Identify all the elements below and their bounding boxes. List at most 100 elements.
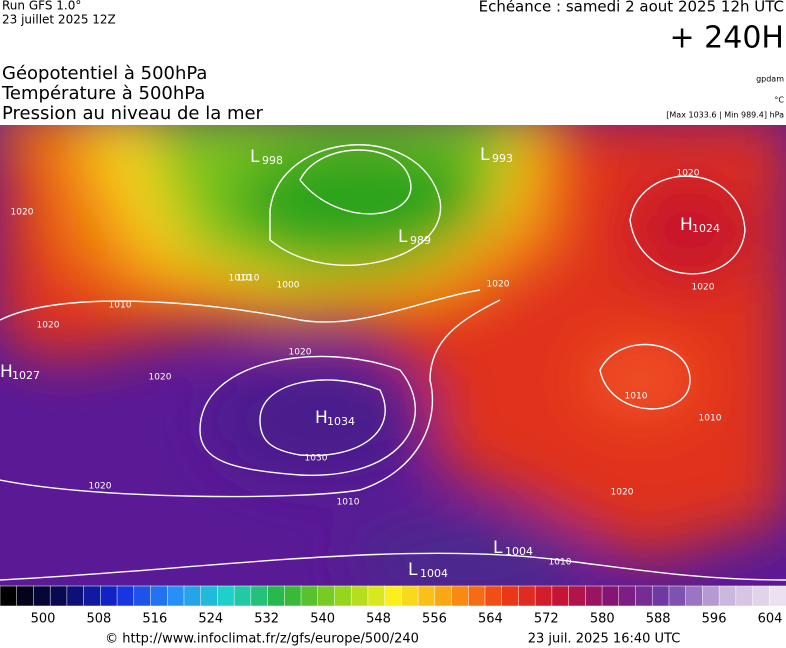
color-swatch — [434, 585, 453, 607]
color-swatch — [551, 585, 570, 607]
map-field — [0, 125, 786, 586]
generated: 23 juil. 2025 16:40 UTC — [528, 632, 681, 647]
color-swatch — [284, 585, 302, 607]
color-swatch — [417, 585, 436, 607]
isobar-label: 1010 — [109, 301, 132, 311]
color-swatch — [752, 585, 771, 607]
color-swatch — [635, 585, 653, 607]
legend-tick-label: 580 — [590, 612, 615, 627]
color-swatch — [468, 585, 486, 607]
center-value: 1027 — [12, 369, 40, 382]
color-swatch — [49, 585, 68, 607]
color-swatch — [484, 585, 503, 607]
isobar-label: 1020 — [692, 283, 715, 293]
center-letter: L — [250, 147, 260, 167]
color-swatch — [0, 585, 18, 607]
valid-time: Echéance : samedi 2 aout 2025 12h UTC — [479, 0, 784, 16]
legend-tick-label: 596 — [702, 612, 727, 627]
isobar-label: 1010 — [337, 498, 360, 508]
center-letter: L — [480, 145, 490, 165]
isobar-label: 1020 — [611, 488, 634, 498]
color-swatch — [116, 585, 135, 607]
color-swatch — [150, 585, 168, 607]
isobar-label: 1020 — [677, 169, 700, 179]
legend-tick-label: 564 — [478, 612, 503, 627]
color-swatch — [267, 585, 286, 607]
color-swatch — [317, 585, 336, 607]
legend-tick-label: 548 — [366, 612, 391, 627]
color-swatch — [66, 585, 85, 607]
center-letter: H — [315, 408, 328, 428]
color-swatch — [618, 585, 637, 607]
legend-tick-label: 516 — [142, 612, 167, 627]
color-swatch — [585, 585, 603, 607]
legend-tick-label: 524 — [198, 612, 223, 627]
color-swatch — [100, 585, 118, 607]
legend-tick-label: 572 — [534, 612, 559, 627]
color-swatch — [300, 585, 319, 607]
legend-tick-label: 556 — [422, 612, 447, 627]
center-letter: L — [408, 560, 418, 580]
color-swatch — [83, 585, 102, 607]
lead-time: + 240H — [670, 21, 785, 56]
color-swatch — [217, 585, 235, 607]
center-letter: H — [0, 362, 13, 382]
run: Run GFS 1.0° — [2, 0, 81, 13]
legend-tick-label: 540 — [310, 612, 335, 627]
isobars — [0, 144, 786, 581]
color-swatch — [384, 585, 403, 607]
center-letter: H — [680, 215, 693, 235]
isobar-label: 1020 — [149, 373, 172, 383]
center-value: 1004 — [420, 567, 448, 580]
color-swatch — [702, 585, 720, 607]
legend-tick-label: 604 — [758, 612, 783, 627]
color-swatch — [334, 585, 352, 607]
center-letter: L — [398, 227, 408, 247]
field-line: Température à 500hPa — [1, 83, 205, 104]
unit: °C — [774, 96, 784, 105]
color-swatch — [501, 585, 520, 607]
center-value: 1034 — [327, 415, 355, 428]
isobar-label: 1010 — [237, 274, 260, 284]
color-swatch — [16, 585, 35, 607]
legend-tick-label: 508 — [87, 612, 112, 627]
isobar-label: 1010 — [625, 392, 648, 402]
isobar-label: 1020 — [37, 321, 60, 331]
color-swatch — [568, 585, 587, 607]
color-swatch — [233, 585, 252, 607]
color-swatch — [200, 585, 219, 607]
source: © http://www.infoclimat.fr/z/gfs/europe/… — [105, 632, 419, 647]
run-date: 23 juillet 2025 12Z — [2, 13, 116, 27]
color-swatch — [668, 585, 687, 607]
isobar-label: 1010 — [699, 414, 722, 424]
center-value: 998 — [262, 154, 283, 167]
isobar-label: 1030 — [305, 454, 328, 464]
color-swatch — [651, 585, 670, 607]
isobar-label: 1020 — [89, 482, 112, 492]
field-line: Géopotentiel à 500hPa — [2, 63, 207, 84]
color-swatch — [518, 585, 536, 607]
isobar-label: 1010 — [549, 558, 572, 568]
center-value: 1004 — [505, 545, 533, 558]
isobar-label: 1010 — [229, 274, 252, 284]
isobar-label: 1020 — [11, 208, 34, 218]
color-swatch — [685, 585, 704, 607]
legend-tick-label: 500 — [31, 612, 56, 627]
color-swatch — [166, 585, 185, 607]
color-swatch — [534, 585, 553, 607]
legend-tick-label: 588 — [646, 612, 671, 627]
color-swatch — [451, 585, 470, 607]
color-swatch — [350, 585, 369, 607]
color-swatch — [735, 585, 754, 607]
color-swatch — [769, 585, 786, 607]
isobar-label: 1020 — [487, 280, 510, 290]
color-swatch — [33, 585, 51, 607]
color-swatch — [183, 585, 202, 607]
center-value: 989 — [410, 234, 431, 247]
color-swatch — [401, 585, 419, 607]
color-swatch — [250, 585, 269, 607]
color-swatch — [718, 585, 737, 607]
center-letter: L — [493, 538, 503, 558]
